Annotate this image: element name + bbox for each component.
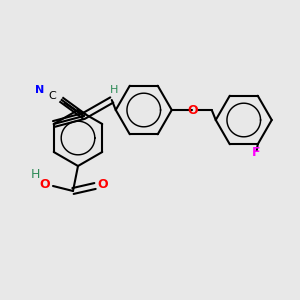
Text: N: N bbox=[35, 85, 44, 95]
Text: O: O bbox=[188, 103, 198, 116]
Text: C: C bbox=[48, 91, 56, 101]
Text: O: O bbox=[40, 178, 50, 190]
Text: O: O bbox=[98, 178, 108, 190]
Text: F: F bbox=[251, 146, 260, 159]
Text: H: H bbox=[30, 167, 40, 181]
Text: H: H bbox=[110, 85, 118, 95]
